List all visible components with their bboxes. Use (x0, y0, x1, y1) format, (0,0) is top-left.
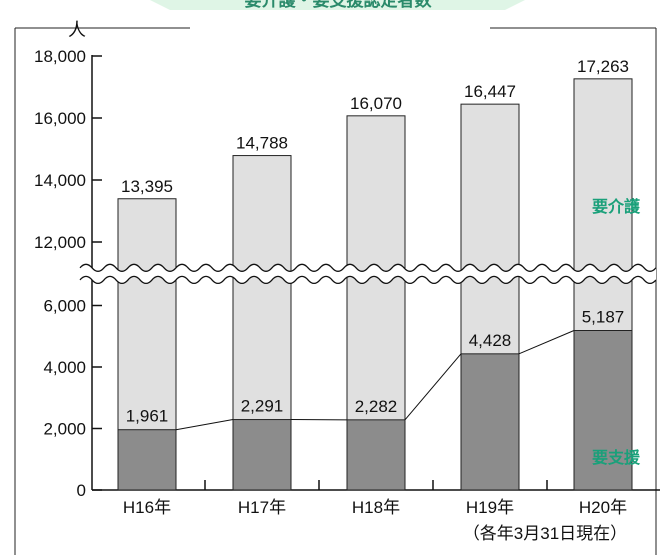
support-value-label: 2,282 (355, 397, 398, 416)
bar-support (232, 419, 292, 491)
chart-title: 要介護・要支援認定者数 (245, 0, 433, 10)
break-wave-upper (79, 263, 657, 272)
support-trend-line (175, 419, 234, 431)
x-tick-label: H17年 (238, 498, 286, 517)
y-tick-label: 2,000 (43, 420, 86, 439)
bar-support (346, 419, 406, 491)
bar-support (117, 429, 177, 491)
bars-layer (117, 78, 633, 491)
total-value-label: 17,263 (577, 57, 629, 76)
bar-support (573, 329, 633, 491)
axis-break (79, 263, 657, 285)
bar-support (460, 353, 520, 491)
axis-layer: 0 2,000 4,000 6,000 12,000 14,000 16,000 18,000… (34, 47, 660, 517)
y-tick-label: 6,000 (43, 297, 86, 316)
support-value-label: 2,291 (241, 397, 284, 416)
x-tick-label: H19年 (466, 498, 514, 517)
title-band (150, 0, 525, 10)
total-value-label: 13,395 (121, 177, 173, 196)
y-tick-label: 12,000 (34, 233, 86, 252)
total-value-label: 16,070 (350, 94, 402, 113)
y-tick-label: 0 (77, 481, 86, 500)
y-tick-label: 4,000 (43, 358, 86, 377)
x-tick-label: H18年 (352, 498, 400, 517)
y-tick-label: 16,000 (34, 109, 86, 128)
y-tick-label: 18,000 (34, 47, 86, 66)
support-value-label: 5,187 (582, 307, 625, 326)
x-tick-label: H20年 (579, 498, 627, 517)
break-wave-lower (79, 275, 657, 285)
labels-layer: 13,395 1,961 14,788 2,291 16,070 2,282 16,447 4… (121, 57, 629, 426)
legend-support-needed: 要支援 (592, 448, 641, 467)
support-value-label: 1,961 (126, 407, 169, 426)
support-trend-line (518, 330, 575, 355)
support-trend-line (404, 353, 462, 421)
unit-label: 人 (68, 20, 86, 40)
support-value-label: 4,428 (469, 331, 512, 350)
break-gap (80, 264, 656, 284)
total-value-label: 14,788 (236, 134, 288, 153)
y-tick-label: 14,000 (34, 171, 86, 190)
x-tick-label: H16年 (123, 498, 171, 517)
legend-care-needed: 要介護 (592, 197, 641, 216)
trend-line-layer (175, 330, 575, 431)
total-value-label: 16,447 (464, 82, 516, 101)
date-note: （各年3月31日現在） (463, 524, 627, 543)
